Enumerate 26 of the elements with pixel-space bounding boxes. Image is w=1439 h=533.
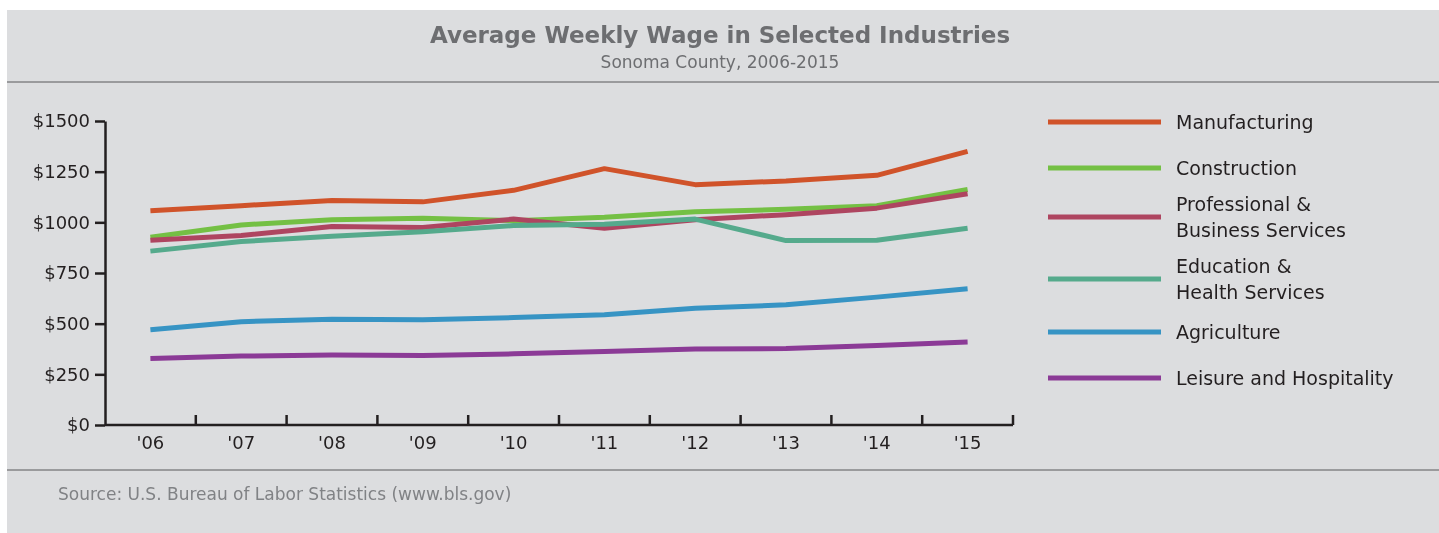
text: Professional & Business Services [1176,192,1346,241]
x-tick-label: '13 [772,432,800,453]
y-tick-label: $1000 [32,211,90,233]
chart-subtitle: Sonoma County, 2006-2015 [600,52,840,72]
x-tick-label: '10 [499,432,528,453]
x-tick-label: '14 [862,432,891,453]
y-tick-label: $500 [44,312,90,334]
x-tick-label: '06 [136,432,165,453]
x-tick-label: '08 [318,432,346,453]
x-tick-label: '07 [227,432,256,453]
x-tick-label: '11 [590,432,619,453]
x-tick-label: '15 [953,432,982,453]
y-tick-label: $1250 [32,160,90,182]
y-tick-label: $1500 [32,110,90,132]
chart-title: Average Weekly Wage in Selected Industries [429,22,1011,48]
x-tick-label: '12 [681,432,710,453]
text: Manufacturing [1176,110,1314,133]
y-tick-label: $750 [44,262,90,284]
text: Education & Health Services [1176,254,1325,303]
text: Leisure and Hospitality [1176,366,1394,389]
x-tick-label: '09 [408,432,437,453]
text: Agriculture [1176,320,1281,343]
text: Construction [1176,156,1297,179]
y-tick-label: $0 [67,414,90,436]
y-tick-label: $250 [44,363,90,385]
source-note: Source: U.S. Bureau of Labor Statistics (www.bls.gov) [58,484,512,504]
